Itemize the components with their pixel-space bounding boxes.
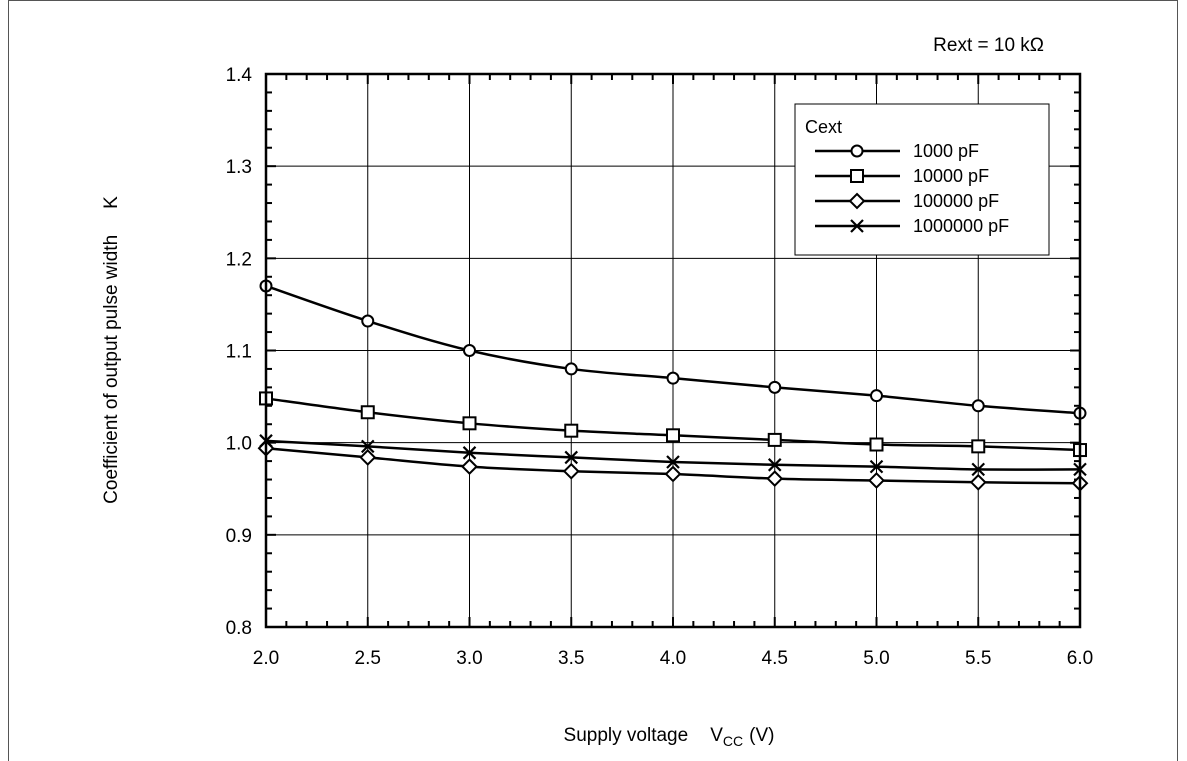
data-point [767,432,782,447]
x-tick-label: 3.0 [456,648,482,669]
x-axis-label: Supply voltage VCC (V) [564,725,775,749]
data-point [768,380,782,394]
x-tick-label: 4.5 [762,648,788,669]
data-point [969,473,987,491]
x-axis-label-symbol: V [710,725,723,746]
series-group [257,279,1089,492]
x-axis-label-unit: (V) [749,725,774,746]
data-point [562,462,580,480]
y-axis-label-main: Coefficient of output pulse width [101,235,122,504]
data-point [564,362,578,376]
y-tick-labels: 0.8 0.9 1.0 1.1 1.2 1.3 1.4 [226,65,253,639]
y-axis-label-symbol: K [101,196,122,209]
data-point [666,371,680,385]
legend-item: 10000 pF [815,166,989,186]
legend-item: 1000 pF [815,141,979,161]
legend-items: 1000 pF 10000 pF 100000 pF 1000000 pF [815,141,1009,236]
y-tick-label: 1.0 [226,434,252,455]
x-tick-label: 3.5 [558,648,584,669]
data-point [666,428,680,443]
data-point [463,344,476,357]
data-point [870,389,883,403]
plot-area [264,72,1082,629]
data-point [971,399,985,413]
data-point [461,458,478,476]
x-tick-labels: 2.0 2.5 3.0 3.5 4.0 4.5 5.0 5.5 6.0 [253,648,1093,669]
annotation-rext: Rext = 10 kΩ [933,35,1044,56]
data-point [767,458,782,472]
legend-label: 100000 pF [913,191,999,211]
data-point [868,472,885,489]
series-diamond [257,439,1089,492]
y-tick-label: 1.1 [226,342,252,363]
legend-marker [850,219,864,233]
data-point [361,314,375,328]
y-axis-label: Coefficient of output pulse width K [101,196,122,504]
legend-label: 1000 pF [913,141,979,161]
data-point [462,446,477,460]
legend-item: 1000000 pF [815,216,1009,236]
legend-label: 10000 pF [913,166,989,186]
legend-box [794,103,1050,256]
x-tick-label: 4.0 [660,648,686,669]
data-point [564,423,579,438]
data-point [869,437,884,452]
legend-marker [848,192,866,210]
legend-marker [850,144,864,158]
legend-title: Cext [805,117,842,137]
legend-label: 1000000 pF [913,216,1009,236]
data-point [664,465,682,483]
y-tick-label: 1.2 [226,249,252,270]
x-tick-label: 2.5 [355,648,381,669]
legend-marker [850,169,864,183]
data-point [462,416,477,431]
figure-frame [8,0,1178,761]
data-point [766,470,784,488]
x-tick-label: 5.5 [965,648,991,669]
x-tick-label: 2.0 [253,648,279,669]
data-point [666,455,680,469]
data-point [869,459,884,474]
x-axis-label-main: Supply voltage [564,725,689,746]
data-point [564,450,579,465]
y-tick-label: 1.3 [226,157,252,178]
y-tick-label: 0.9 [226,526,252,547]
data-point [360,439,375,454]
y-tick-label: 1.4 [226,65,253,86]
data-point [359,448,377,466]
data-point [971,439,986,454]
data-point [971,462,986,477]
legend-item: 100000 pF [815,191,999,211]
y-tick-label: 0.8 [226,618,252,639]
x-tick-label: 6.0 [1067,648,1093,669]
legend: Cext 1000 pF 10000 pF 100000 pF 1000000 pF [794,103,1050,256]
x-tick-label: 5.0 [863,648,889,669]
data-point [360,405,375,420]
x-axis-label-subscript: CC [723,733,743,749]
